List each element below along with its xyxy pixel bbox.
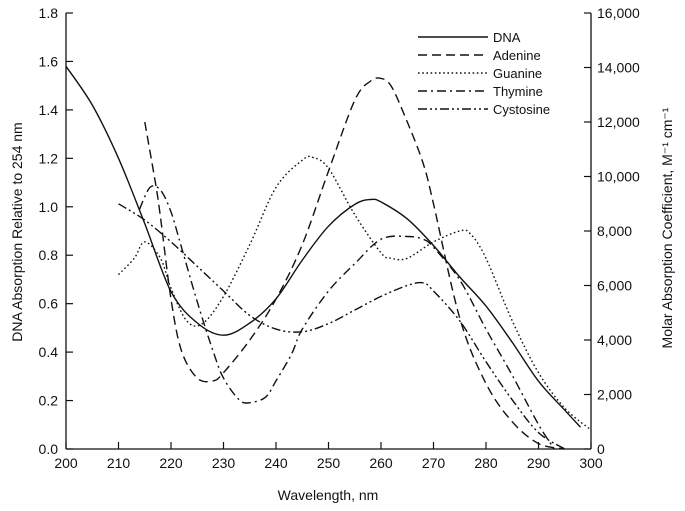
y-left-tick-label: 1.0	[39, 199, 59, 215]
y-left-tick-label: 1.8	[39, 5, 59, 21]
x-tick-label: 250	[317, 455, 341, 471]
y-left-tick-label: 0.0	[39, 441, 59, 457]
y-left-tick-label: 1.6	[39, 53, 59, 69]
y-axis-right-title: Molar Absorption Coefficient, M⁻¹ cm⁻¹	[659, 107, 675, 348]
plot-area: 200 210 220 230 240 250 260 270 280 290 300 0.0 0.2 0…	[39, 5, 641, 471]
series-line-adenine	[144, 77, 565, 450]
legend-label-guanine: Guanine	[493, 66, 542, 81]
y-left-tick-label: 0.8	[39, 247, 59, 263]
x-tick-label: 210	[107, 455, 131, 471]
x-tick-label: 220	[159, 455, 183, 471]
y-right-tick-label: 8,000	[597, 223, 632, 239]
y-right-tick-label: 14,000	[597, 60, 640, 76]
y-right-tick-label: 2,000	[597, 387, 632, 403]
x-axis-title: Wavelength, nm	[278, 487, 379, 503]
y-left-tick-label: 1.4	[39, 102, 59, 118]
y-right-tick-label: 6,000	[597, 278, 632, 294]
x-tick-label: 200	[54, 455, 78, 471]
legend-label-cystosine: Cystosine	[493, 102, 550, 117]
x-tick-label: 290	[527, 455, 551, 471]
y-right-tick-label: 4,000	[597, 332, 632, 348]
y-right-tick-label: 12,000	[597, 114, 640, 130]
y-left-tick-label: 1.2	[39, 150, 59, 166]
x-tick-label: 230	[212, 455, 236, 471]
y-left-tick-label: 0.2	[39, 393, 59, 409]
y-right-tick-label: 0	[597, 441, 605, 457]
series-line-thymine	[138, 185, 555, 450]
x-tick-label: 300	[579, 455, 603, 471]
x-tick-label: 280	[474, 455, 498, 471]
y-right-tick-label: 16,000	[597, 5, 640, 21]
x-tick-label: 240	[264, 455, 288, 471]
y-right-tick-label: 10,000	[597, 169, 640, 185]
series-line-guanine	[117, 155, 592, 431]
y-left-tick-label: 0.4	[39, 344, 59, 360]
x-tick-label: 260	[369, 455, 393, 471]
legend-label-thymine: Thymine	[493, 84, 543, 99]
series-line-cystosine	[118, 203, 566, 450]
legend-label-adenine: Adenine	[493, 48, 541, 63]
legend-label-dna: DNA	[493, 30, 521, 45]
y-axis-left-title: DNA Absorption Relative to 254 nm	[9, 122, 25, 341]
x-tick-label: 270	[422, 455, 446, 471]
legend: DNA Adenine Guanine Thymine Cystosine	[418, 30, 550, 117]
y-left-tick-label: 0.6	[39, 296, 59, 312]
series-line-dna	[65, 65, 582, 428]
